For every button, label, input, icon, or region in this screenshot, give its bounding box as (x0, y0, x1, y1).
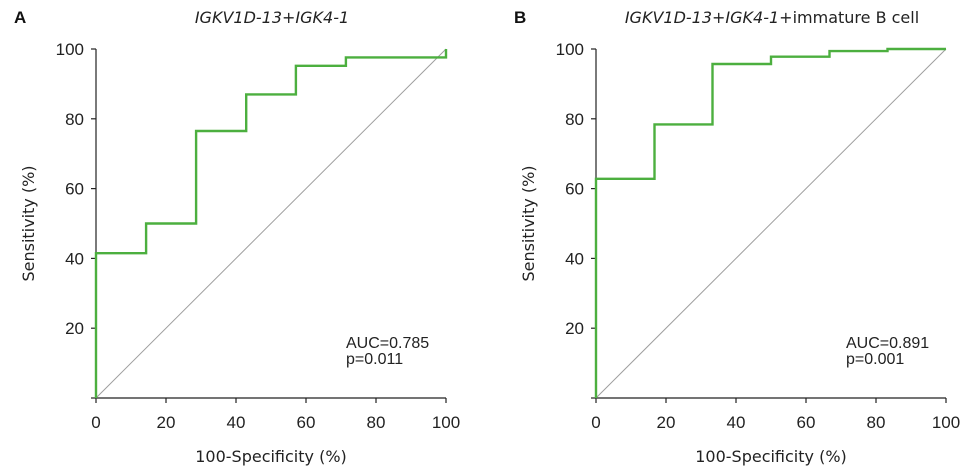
x-tick-label: 80 (367, 413, 386, 432)
x-tick-label: 40 (227, 413, 246, 432)
p-value-annotation: p=0.001 (846, 351, 904, 368)
reference-diagonal (595, 48, 947, 399)
roc-curve (594, 47, 946, 398)
chart-title-part: IGK4-1 (295, 8, 349, 27)
roc-curve (94, 49, 448, 398)
y-tick-label: 80 (65, 110, 84, 129)
y-axis-title: Sensitivity (%) (19, 165, 38, 281)
reference-diagonal (95, 48, 447, 399)
y-tick-label: 80 (565, 110, 584, 129)
panel-letter: B (514, 8, 526, 27)
chart-title: IGKV1D-13+IGK4-1 (195, 8, 349, 27)
y-tick-label: 20 (65, 319, 84, 338)
y-tick-label: 100 (56, 40, 84, 59)
p-value-annotation: p=0.011 (346, 351, 403, 368)
x-tick-label: 20 (657, 413, 676, 432)
chart-title-part: +immature B cell (779, 8, 919, 27)
auc-annotation: AUC=0.891 (846, 335, 929, 352)
y-tick-label: 40 (65, 249, 84, 268)
y-tick-label: 60 (65, 180, 84, 199)
auc-annotation: AUC=0.785 (346, 335, 429, 352)
x-tick-label: 0 (591, 413, 600, 432)
x-tick-label: 80 (867, 413, 886, 432)
x-tick-label: 60 (297, 413, 316, 432)
chart-title-part: IGKV1D-13 (195, 8, 282, 27)
panel-letter: A (14, 8, 26, 27)
x-axis-title: 100-Specificity (%) (695, 447, 847, 466)
y-tick-label: 100 (556, 40, 584, 59)
x-tick-label: 100 (432, 413, 460, 432)
x-tick-label: 60 (797, 413, 816, 432)
x-tick-label: 0 (91, 413, 100, 432)
x-tick-label: 20 (157, 413, 176, 432)
y-axis-title: Sensitivity (%) (519, 165, 538, 281)
y-tick-label: 40 (565, 249, 584, 268)
chart-title-part: IGKV1D-13 (625, 8, 712, 27)
y-tick-label: 20 (565, 319, 584, 338)
chart-title-part: IGK4-1 (725, 8, 779, 27)
x-axis-title: 100-Specificity (%) (195, 447, 347, 466)
chart-title-part: + (712, 8, 725, 27)
chart-title: IGKV1D-13+IGK4-1+immature B cell (625, 8, 919, 27)
y-tick-label: 60 (565, 180, 584, 199)
chart-title-part: + (282, 8, 295, 27)
panel-b: B IGKV1D-13+IGK4-1+immature B cell 0 20 40 60… (514, 8, 960, 466)
x-tick-label: 40 (727, 413, 746, 432)
panel-a: A IGKV1D-13+IGK4-1 0 20 40 60 80 100 20 40 60 80 100… (14, 8, 460, 466)
x-tick-label: 100 (932, 413, 960, 432)
